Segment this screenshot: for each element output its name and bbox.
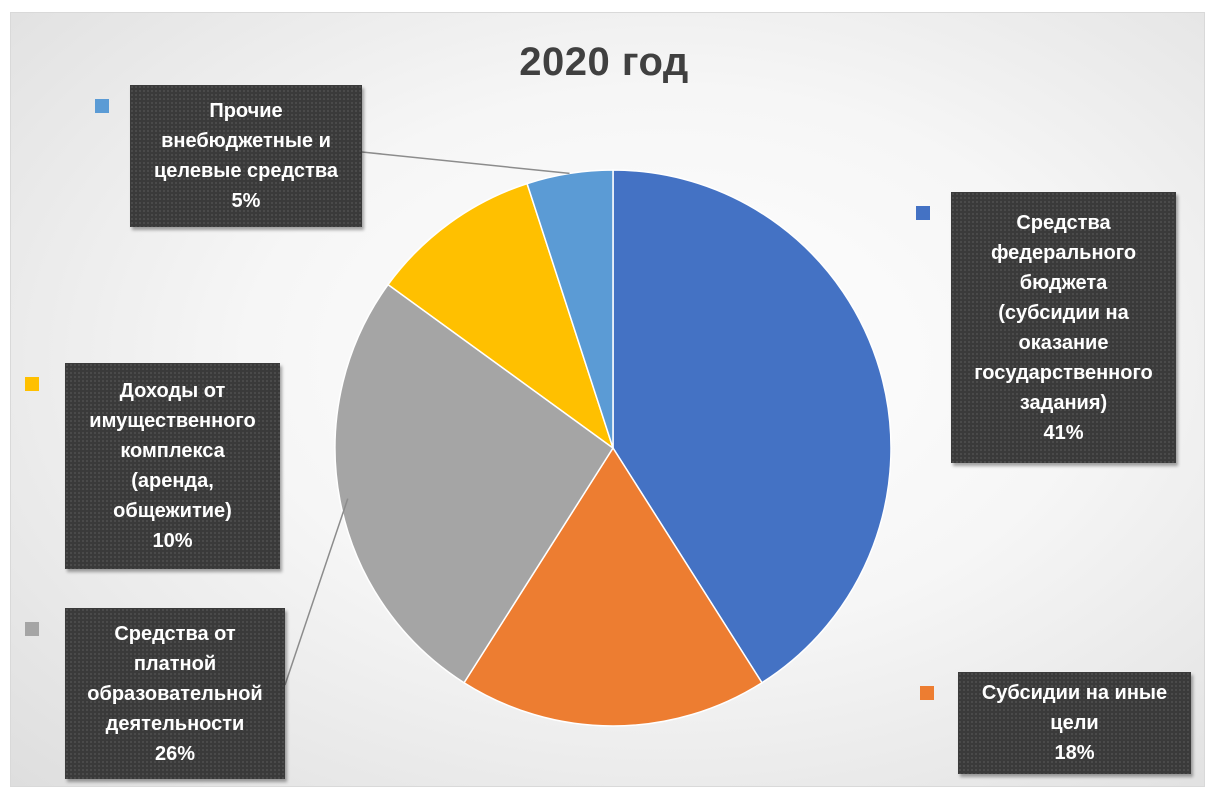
pie-slice-paid-education [334,283,615,684]
legend-key-other-subsidies [920,686,934,700]
pie-slice-federal-budget [612,169,892,684]
data-label-paid-education: Средства от платной образовательной деят… [65,608,285,779]
data-label-other-extrabudgetary: Прочие внебюджетные и целевые средства 5… [130,85,362,227]
leader-line-paid-education [284,498,349,686]
data-label-federal-budget: Средства федерального бюджета (субсидии … [951,192,1176,463]
legend-key-property-income [25,377,39,391]
data-label-other-subsidies: Субсидии на иные цели 18% [958,672,1191,774]
chart-title: 2020 год [519,40,689,84]
leader-line-other-extrabudgetary [361,151,570,175]
pie-slice-other-subsidies [463,446,763,727]
legend-key-other-extrabudgetary [95,99,109,113]
pie-slice-other-extrabudgetary [526,169,614,449]
data-label-property-income: Доходы от имущественного комплекса (арен… [65,363,280,569]
pie-slice-property-income [387,182,615,450]
legend-key-paid-education [25,622,39,636]
legend-key-federal-budget [916,206,930,220]
